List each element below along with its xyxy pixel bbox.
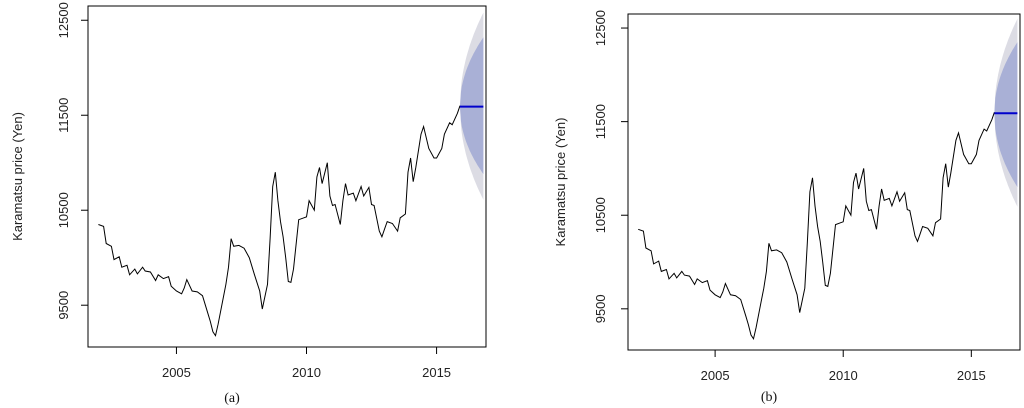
x-tick-label: 2015 (422, 365, 451, 380)
chart-panel-a: 2005 2010 2015 9500 10500 11500 12500 Karamatsu… (10, 2, 487, 406)
y-tick-label: 11500 (56, 98, 71, 133)
y-tick-label: 9500 (56, 291, 71, 320)
y-axis-label: Karamatsu price (Yen) (10, 112, 25, 241)
y-tick-label: 11500 (593, 104, 608, 139)
chart-panel-b: 2005 2010 2015 9500 10500 11500 12500 Karamatsu… (553, 10, 1021, 405)
y-tick-label: 10500 (593, 197, 608, 233)
y-tick-label: 9500 (593, 294, 608, 323)
x-tick-label: 2010 (292, 365, 321, 380)
plot-frame (627, 13, 1021, 351)
x-tick-label: 2005 (162, 365, 191, 380)
series-line (98, 105, 461, 337)
panel-label: (b) (761, 390, 778, 405)
y-tick-label: 12500 (56, 2, 71, 38)
y-axis-label: Karamatsu price (Yen) (553, 118, 568, 247)
panel-label: (a) (224, 391, 240, 406)
series-line (638, 112, 995, 341)
y-tick-label: 12500 (593, 10, 608, 46)
x-tick-label: 2010 (829, 368, 858, 383)
plot-frame (87, 5, 487, 348)
y-tick-label: 10500 (56, 192, 71, 228)
x-tick-label: 2015 (957, 368, 986, 383)
x-tick-label: 2005 (701, 368, 730, 383)
forecast-band-80 (994, 42, 1018, 188)
